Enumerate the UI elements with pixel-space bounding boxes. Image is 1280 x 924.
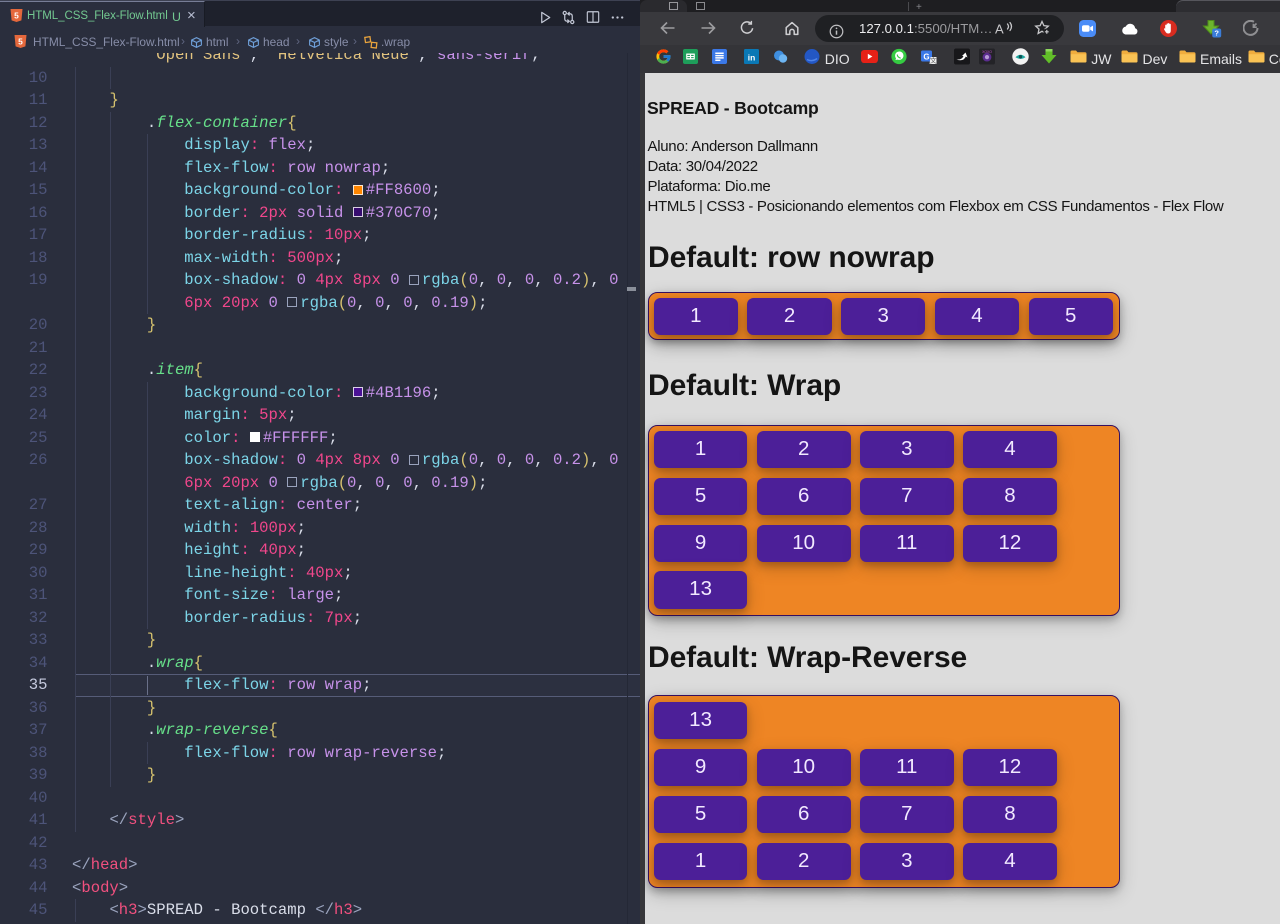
- svg-text:XOXO: XOXO: [982, 50, 992, 54]
- svg-text:?: ?: [1214, 29, 1219, 38]
- svg-text:5: 5: [14, 11, 19, 21]
- svg-text:5: 5: [18, 37, 23, 47]
- svg-text:A: A: [995, 21, 1004, 36]
- svg-text:G: G: [923, 53, 929, 62]
- svg-text:文: 文: [930, 56, 937, 65]
- svg-text:in: in: [747, 52, 754, 62]
